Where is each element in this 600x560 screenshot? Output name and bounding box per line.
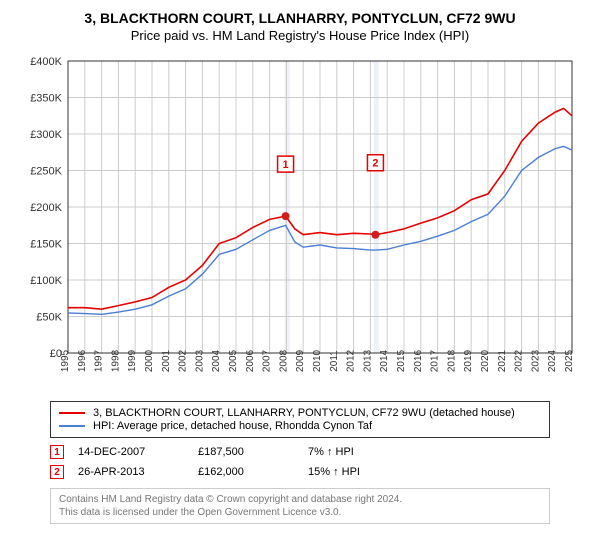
svg-text:1: 1 [282,159,288,171]
transaction-pct: 15% ↑ HPI [308,466,408,478]
legend-item: HPI: Average price, detached house, Rhon… [59,420,541,432]
transaction-date: 14-DEC-2007 [78,446,198,458]
transaction-marker: 1 [50,445,64,459]
transaction-price: £162,000 [198,466,308,478]
legend: 3, BLACKTHORN COURT, LLANHARRY, PONTYCLU… [50,401,550,438]
footer-line2: This data is licensed under the Open Gov… [59,506,541,519]
svg-text:£300K: £300K [30,129,62,141]
transaction-table: 1 14-DEC-2007 £187,500 7% ↑ HPI 2 26-APR… [50,442,550,482]
svg-text:£350K: £350K [30,93,62,105]
svg-text:£50K: £50K [36,312,62,324]
footer: Contains HM Land Registry data © Crown c… [50,488,550,524]
transaction-row: 2 26-APR-2013 £162,000 15% ↑ HPI [50,462,550,482]
svg-text:£250K: £250K [30,166,62,178]
svg-text:£100K: £100K [30,275,62,287]
title-line2: Price paid vs. HM Land Registry's House … [10,28,590,43]
transaction-date: 26-APR-2013 [78,466,198,478]
footer-line1: Contains HM Land Registry data © Crown c… [59,493,541,506]
legend-item: 3, BLACKTHORN COURT, LLANHARRY, PONTYCLU… [59,407,541,419]
chart-container: £0£50K£100K£150K£200K£250K£300K£350K£400… [20,53,580,393]
title-line1: 3, BLACKTHORN COURT, LLANHARRY, PONTYCLU… [10,10,590,26]
transaction-marker: 2 [50,465,64,479]
legend-label: HPI: Average price, detached house, Rhon… [93,420,372,432]
legend-swatch [59,412,85,414]
transaction-pct: 7% ↑ HPI [308,446,408,458]
svg-text:£200K: £200K [30,202,62,214]
transaction-price: £187,500 [198,446,308,458]
svg-text:2: 2 [372,158,378,170]
svg-text:£150K: £150K [30,239,62,251]
legend-swatch [59,425,85,427]
chart-title-block: 3, BLACKTHORN COURT, LLANHARRY, PONTYCLU… [10,10,590,43]
transaction-row: 1 14-DEC-2007 £187,500 7% ↑ HPI [50,442,550,462]
price-chart: £0£50K£100K£150K£200K£250K£300K£350K£400… [20,53,580,393]
svg-text:£400K: £400K [30,56,62,68]
legend-label: 3, BLACKTHORN COURT, LLANHARRY, PONTYCLU… [93,407,515,419]
